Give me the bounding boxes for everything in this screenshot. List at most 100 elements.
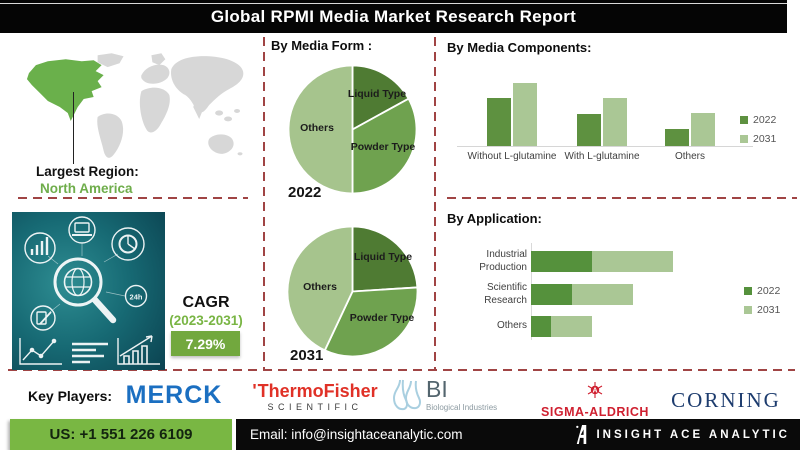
asia-shape [171,56,244,113]
merck-logo: MERCK [125,381,223,409]
legend-item-2031: 2031 [744,304,780,316]
legend-item-2022: 2022 [744,285,780,297]
bar-scientific-research-2022 [531,284,572,305]
bi-wordmark: BI [426,376,448,402]
greenland-shape [97,53,124,68]
pie-2031-label-others: Others [303,281,337,293]
largest-region-value: North America [40,181,133,196]
sigma-star-icon: A [587,382,603,398]
pie-slice-others [286,225,354,352]
world-map [14,50,246,164]
legend-swatch [740,135,748,143]
components-legend: 2022 2031 [740,114,776,145]
section-title-application: By Application: [447,211,542,226]
pie-chart-icon [111,227,145,261]
y-axis-label: Others [496,320,527,332]
x-axis-label: Others [674,151,705,162]
24h-badge-icon: 24h [124,284,148,308]
svg-text:A: A [592,388,597,395]
india-shape [193,97,204,119]
page-title: Global RPMI Media Market Research Report [210,6,577,26]
title-bar: Global RPMI Media Market Research Report [0,0,787,33]
pie-chart-2022 [287,64,418,200]
section-title-media-components: By Media Components: [447,40,592,55]
cagr-range: (2023-2031) [169,313,243,328]
brand: INSIGHT ACE ANALYTIC [575,425,800,444]
pie-slice-liquid-type [351,64,410,131]
brand-name: INSIGHT ACE ANALYTIC [596,428,790,441]
research-icons-svg: 24h [19,216,160,365]
pie-2031-year: 2031 [290,347,324,364]
thermofisher-wordmark: ThermoFisher [257,381,378,401]
flask-icon [392,379,421,411]
divider-map-bottom [18,197,248,199]
region-pointer-line [73,92,74,164]
north-america-shape [26,59,104,121]
cagr-value-badge: 7.29% [171,331,240,356]
pie-slice-others [287,64,354,195]
australia-shape [208,134,234,154]
notes-icon [30,305,56,331]
x-axis-line [457,146,753,147]
bi-sub: Biological Industries [426,403,498,412]
bar-scientific-research-2031 [572,284,633,305]
scandinavia-shape [151,53,166,66]
list-icon [72,342,108,364]
pie-slice-liquid-type [351,225,419,293]
divider-components-bottom [447,197,797,199]
laptop-icon [68,216,96,244]
legend-swatch [744,287,752,295]
bar-industrial-production-2031 [592,251,673,272]
footer-bar: Email: info@insightaceanalytic.com INSIG… [236,419,800,450]
pie-2031-label-powder: Powder Type [349,312,415,324]
y-axis-label: Industrial Production [479,249,527,273]
largest-region-label: Largest Region: [36,164,139,179]
legend-swatch [740,116,748,124]
bar-others-2031 [691,113,715,146]
growth-chart-icon [117,335,160,365]
bar-industrial-production-2022 [531,251,592,272]
legend-item-2031: 2031 [740,133,776,145]
y-axis-label: Scientific Research [484,282,527,306]
svg-text:24h: 24h [130,293,143,302]
africa-shape [139,87,170,133]
research-graphic: 24h [12,212,165,370]
world-map-svg [26,53,244,158]
sigma-wordmark: SIGMA-ALDRICH [541,405,649,419]
phone-badge: US: +1 551 226 6109 [10,419,232,450]
section-title-media-form: By Media Form : [271,38,373,53]
thermofisher-sub: SCIENTIFIC [267,402,363,412]
thermofisher-mark: ' [252,381,257,401]
pie-svg [286,225,419,358]
pie-2022-label-liquid: Liquid Type [347,88,407,100]
key-players-label: Key Players: [28,388,113,404]
bar-without-l-glutamine-2022 [487,98,511,146]
legend-swatch [744,306,752,314]
components-bar-chart: Without L-glutamine With L-glutamine Other… [447,58,777,163]
email-text: Email: info@insightaceanalytic.com [250,427,463,442]
magnifier-globe-icon [53,257,117,324]
bar-with-l-glutamine-2022 [577,114,601,146]
pie-2022-label-powder: Powder Type [350,141,416,153]
legend-label: 2022 [753,114,777,126]
legend-label: 2031 [753,133,777,145]
pie-2031-label-liquid: Liquid Type [353,251,413,263]
sigma-aldrich-logo: A SIGMA-ALDRICH [520,381,670,419]
bar-with-l-glutamine-2031 [603,98,627,146]
bar-others-2022 [665,129,689,146]
pie-2022-label-others: Others [300,122,334,134]
pie-2022-year: 2022 [288,184,322,201]
application-bar-chart: Industrial Production Scientific Research… [447,239,792,344]
biological-industries-logo: BI Biological Industries [392,378,497,412]
bar-others-2022 [531,316,551,337]
legend-item-2022: 2022 [740,114,776,126]
divider-vertical-right [434,37,436,370]
legend-label: 2022 [757,285,781,297]
legend-label: 2031 [757,304,781,316]
bar-chart-icon [24,232,56,264]
cagr-label: CAGR [182,294,230,311]
insight-ace-logo-icon [576,425,587,444]
bar-without-l-glutamine-2031 [513,83,537,146]
south-america-shape [97,113,124,158]
